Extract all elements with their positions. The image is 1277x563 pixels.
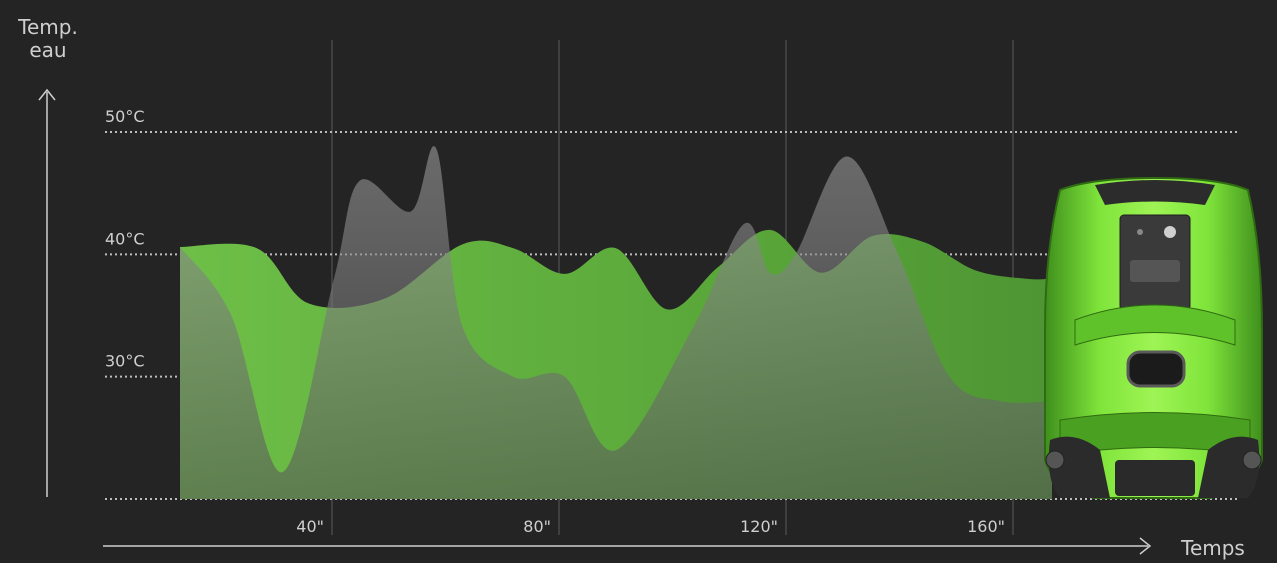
x-axis-arrow-icon bbox=[1139, 537, 1152, 555]
y-tick-label-1: 50°C bbox=[105, 107, 145, 126]
axes-layer: Temp. eau Temps bbox=[17, 15, 1245, 560]
robot-image bbox=[1044, 176, 1263, 499]
y-axis-label-line-2: eau bbox=[29, 38, 66, 62]
series-area-2 bbox=[180, 146, 1052, 500]
area-layer bbox=[180, 146, 1052, 500]
x-axis-label: Temps bbox=[1180, 536, 1245, 560]
x-tick-label-3: 120" bbox=[740, 517, 778, 536]
x-tick-label-2: 80" bbox=[523, 517, 551, 536]
y-axis-label-line-1: Temp. bbox=[17, 15, 78, 39]
x-tick-label-4: 160" bbox=[967, 517, 1005, 536]
y-axis-arrow-icon bbox=[38, 88, 56, 101]
y-tick-label-3: 30°C bbox=[105, 352, 145, 371]
tick-labels: 50°C 40°C 30°C 40" 80" 120" 160" bbox=[105, 107, 1005, 536]
x-tick-label-1: 40" bbox=[296, 517, 324, 536]
y-tick-label-2: 40°C bbox=[105, 229, 145, 248]
